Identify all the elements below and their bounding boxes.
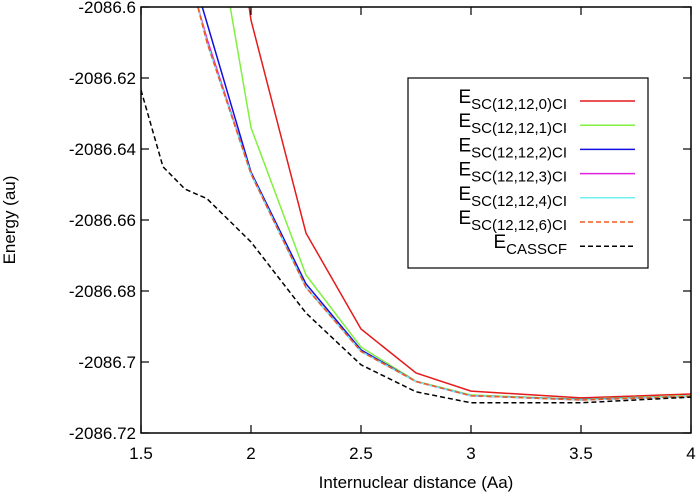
y-tick-label: -2086.6 bbox=[78, 0, 136, 17]
series-line-5 bbox=[197, 7, 691, 401]
x-tick-label: 4 bbox=[686, 444, 695, 463]
y-tick-label: -2086.72 bbox=[69, 424, 136, 443]
x-tick-label: 1.5 bbox=[129, 444, 153, 463]
series-line-0 bbox=[248, 7, 691, 399]
y-tick-label: -2086.68 bbox=[69, 282, 136, 301]
x-tick-label: 2.5 bbox=[349, 444, 373, 463]
y-tick-label: -2086.66 bbox=[69, 211, 136, 230]
x-tick-label: 3.5 bbox=[569, 444, 593, 463]
legend-label: ESC(12,12,3)CI bbox=[458, 160, 567, 186]
y-tick-label: -2086.64 bbox=[69, 140, 136, 159]
legend: ESC(12,12,0)CIESC(12,12,1)CIESC(12,12,2)… bbox=[407, 77, 649, 269]
series-line-6 bbox=[141, 89, 691, 404]
legend-label: ESC(12,12,6)CI bbox=[458, 208, 567, 234]
legend-label: ESC(12,12,2)CI bbox=[458, 135, 567, 161]
y-tick-label: -2086.7 bbox=[78, 353, 136, 372]
legend-label: ECASSCF bbox=[493, 232, 567, 258]
x-tick-label: 3 bbox=[466, 444, 475, 463]
legend-label: ESC(12,12,1)CI bbox=[458, 111, 567, 137]
y-axis-label: Energy (au) bbox=[0, 176, 19, 265]
y-tick-label: -2086.62 bbox=[69, 69, 136, 88]
x-axis-label: Internuclear distance (Aa) bbox=[319, 473, 514, 492]
x-tick-label: 2 bbox=[246, 444, 255, 463]
legend-label: ESC(12,12,4)CI bbox=[458, 184, 567, 210]
legend-label: ESC(12,12,0)CI bbox=[458, 87, 567, 113]
